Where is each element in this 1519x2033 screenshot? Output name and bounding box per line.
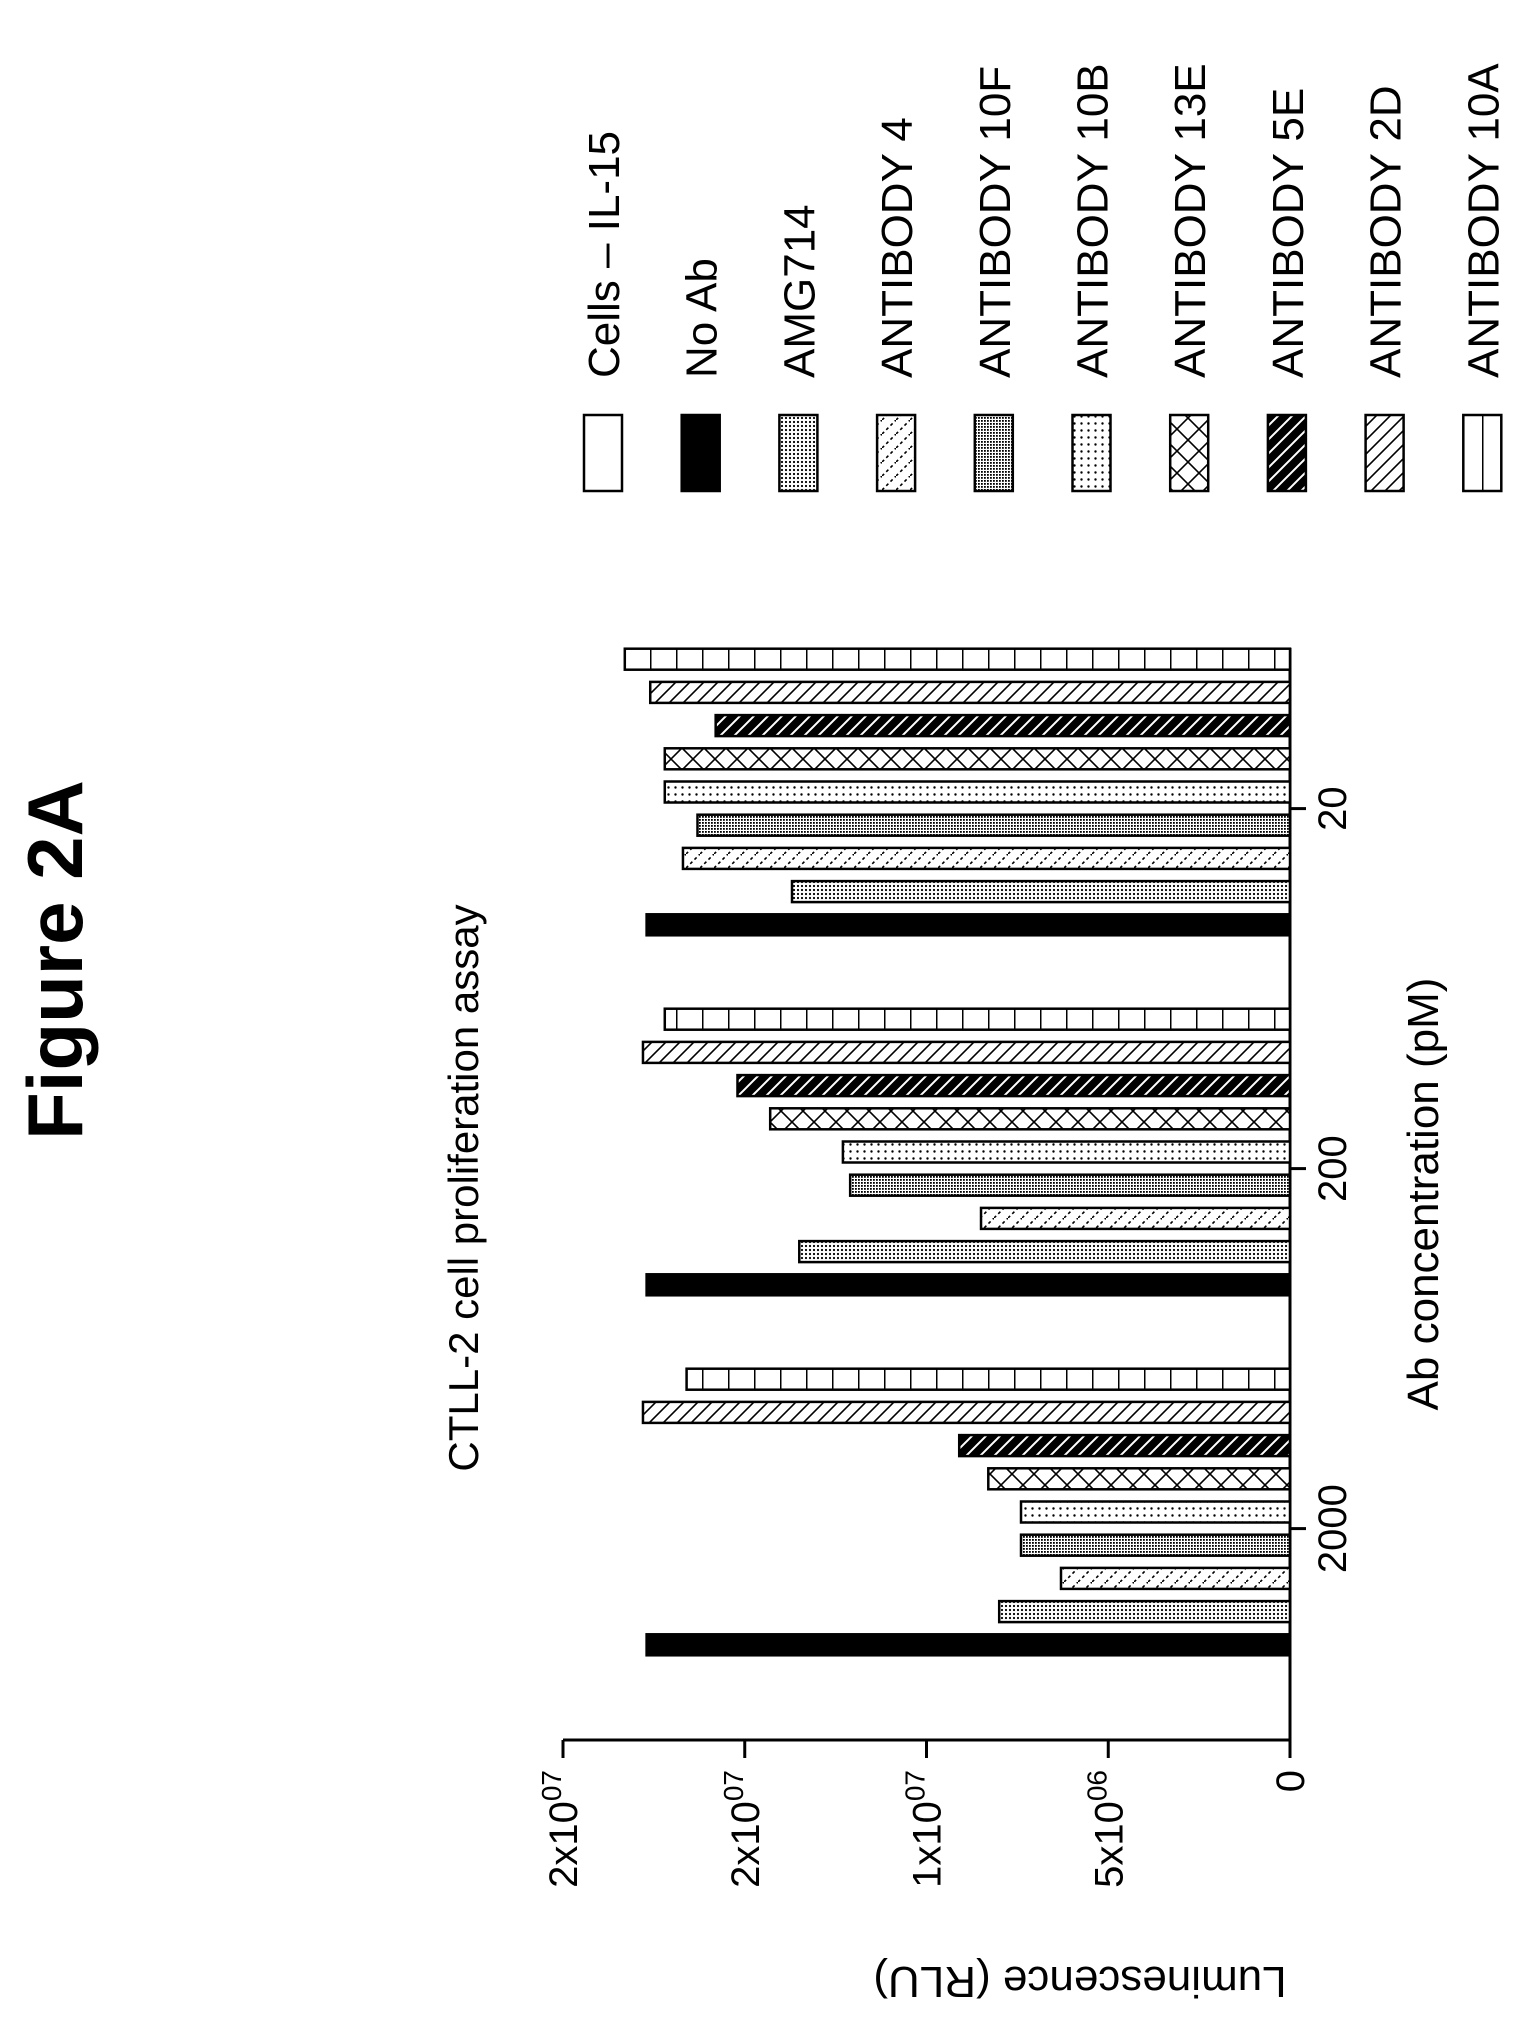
bar	[648, 680, 1292, 705]
legend-item: AMG714	[775, 204, 824, 493]
chart-title: CTLL-2 cell proliferation assay	[440, 904, 487, 1471]
bar	[645, 913, 1292, 937]
legend-swatch	[582, 413, 624, 493]
legend-item: ANTIBODY 10F	[971, 66, 1020, 493]
bar	[798, 1239, 1292, 1264]
bar	[987, 1467, 1292, 1491]
x-tick-label: 20	[1311, 786, 1355, 831]
x-tick-label: 200	[1311, 1135, 1355, 1202]
bar	[645, 1273, 1292, 1297]
bar	[623, 647, 1292, 671]
legend-item: ANTIBODY 5E	[1264, 88, 1313, 493]
legend-swatch	[778, 413, 819, 493]
legend-label: No Ab	[678, 258, 727, 378]
y-axis-label: Luminescence (RLU)	[873, 1957, 1286, 2006]
bar	[663, 747, 1292, 771]
legend-item: ANTIBODY 10B	[1069, 63, 1118, 493]
bar	[641, 1040, 1292, 1065]
bar	[736, 1073, 1292, 1098]
legend-label: ANTIBODY 10F	[971, 66, 1020, 378]
bar	[663, 1007, 1292, 1031]
bar	[714, 713, 1292, 738]
legend-swatch	[1462, 413, 1503, 493]
legend-label: ANTIBODY 2D	[1362, 85, 1411, 378]
plot-area: 0 5x1006 1x1007 2x1007 2x1007 2000 200 20	[536, 647, 1355, 1888]
legend-swatch	[875, 413, 917, 493]
x-axis-label: Ab concentration (pM)	[1399, 978, 1448, 1411]
bar	[979, 1206, 1292, 1231]
legend: Cells – IL-15 No Ab AMG714 ANTIBODY 4 ANTIBO…	[580, 63, 1508, 493]
bar	[997, 1599, 1292, 1624]
x-ticks: 2000 200 20	[1290, 786, 1355, 1573]
legend-item: ANTIBODY 10A	[1459, 63, 1508, 493]
legend-item: No Ab	[678, 258, 727, 493]
bar	[1019, 1500, 1292, 1524]
legend-item: Cells – IL-15	[580, 131, 629, 493]
bar	[768, 1107, 1292, 1131]
bar	[663, 780, 1292, 804]
bar	[957, 1433, 1292, 1458]
legend-label: ANTIBODY 4	[873, 117, 922, 378]
legend-swatch	[1168, 413, 1210, 493]
legend-label: ANTIBODY 5E	[1264, 88, 1313, 378]
legend-item: ANTIBODY 4	[873, 117, 922, 493]
y-tick-label: 2x1007	[718, 1770, 768, 1888]
legend-swatch	[973, 413, 1015, 493]
y-tick-label: 2x1007	[536, 1770, 586, 1888]
bar	[1019, 1533, 1292, 1557]
y-tick-label: 5x1006	[1081, 1770, 1131, 1888]
legend-label: ANTIBODY 10A	[1459, 63, 1508, 378]
legend-label: ANTIBODY 13E	[1166, 63, 1215, 378]
bar	[641, 1400, 1292, 1425]
figure-title: Figure 2A	[11, 780, 99, 1140]
bars	[623, 647, 1292, 1657]
y-ticks: 0 5x1006 1x1007 2x1007 2x1007	[536, 1740, 1313, 1888]
bar	[696, 813, 1292, 837]
bar	[1059, 1566, 1292, 1591]
legend-label: Cells – IL-15	[580, 131, 629, 378]
legend-swatch	[1071, 413, 1112, 493]
legend-swatch	[1364, 413, 1405, 493]
legend-swatch	[680, 413, 721, 493]
bar	[841, 1140, 1292, 1164]
y-tick-label: 1x1007	[900, 1770, 950, 1888]
bar	[848, 1173, 1292, 1197]
legend-item: ANTIBODY 2D	[1362, 85, 1411, 493]
legend-item: ANTIBODY 13E	[1166, 63, 1215, 493]
x-tick-label: 2000	[1311, 1484, 1355, 1573]
bar	[790, 879, 1292, 904]
bar	[645, 1633, 1292, 1657]
legend-label: AMG714	[775, 204, 824, 378]
legend-swatch	[1266, 413, 1308, 493]
y-tick-label: 0	[1269, 1770, 1313, 1792]
bar	[681, 846, 1292, 871]
bar	[685, 1367, 1292, 1391]
legend-label: ANTIBODY 10B	[1069, 63, 1118, 378]
